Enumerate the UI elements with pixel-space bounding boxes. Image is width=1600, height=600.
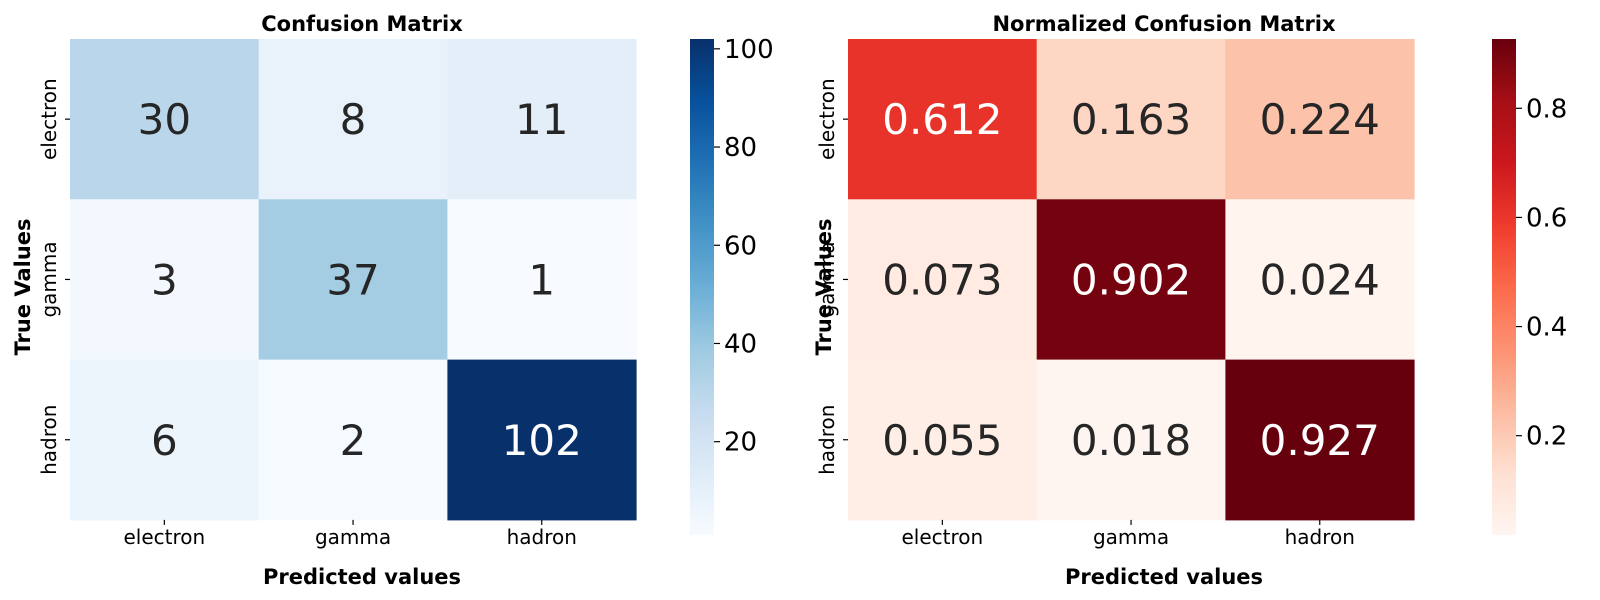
confusion-matrix-panel: Confusion Matrix 30 8 11 3 37 1 6 2 102 electron… bbox=[11, 12, 774, 589]
cell-value-label: 0.224 bbox=[1260, 95, 1380, 144]
y-axis: electron gamma hadron bbox=[37, 78, 70, 475]
colorbar-tick-label: 100 bbox=[724, 35, 774, 65]
y-tick-label: hadron bbox=[815, 405, 839, 475]
heatmap-cells: 30 8 11 3 37 1 6 2 102 bbox=[70, 39, 637, 521]
colorbar-tick-label: 0.6 bbox=[1526, 203, 1567, 233]
heatmap-cell bbox=[848, 359, 1038, 521]
x-tick-label: hadron bbox=[507, 525, 577, 549]
cell-value-label: 102 bbox=[502, 416, 582, 465]
heatmap-cell bbox=[447, 199, 637, 361]
cell-value-label: 11 bbox=[515, 95, 568, 144]
heatmap-cell bbox=[258, 359, 448, 521]
y-tick-label: electron bbox=[815, 78, 839, 160]
cell-value-label: 3 bbox=[151, 255, 178, 304]
heatmap-cell bbox=[848, 39, 1038, 200]
colorbar-tick-label: 0.4 bbox=[1526, 313, 1567, 343]
cell-value-label: 0.024 bbox=[1260, 255, 1380, 304]
cell-value-label: 0.902 bbox=[1071, 255, 1191, 304]
y-tick-label: gamma bbox=[37, 241, 61, 317]
cell-value-label: 6 bbox=[151, 416, 178, 465]
heatmap-cell bbox=[848, 199, 1038, 361]
y-tick-label: gamma bbox=[815, 241, 839, 317]
y-tick-label: electron bbox=[37, 78, 61, 160]
colorbar: 20 40 60 80 100 bbox=[690, 35, 774, 535]
heatmap-cell bbox=[258, 39, 448, 200]
heatmap-cell bbox=[1036, 39, 1226, 200]
colorbar-tick-label: 0.2 bbox=[1526, 422, 1567, 452]
x-axis: electron gamma hadron bbox=[901, 519, 1355, 549]
colorbar-ticks: 20 40 60 80 100 bbox=[714, 35, 774, 458]
colorbar-tick-label: 80 bbox=[724, 133, 757, 163]
colorbar-tick-label: 20 bbox=[724, 428, 757, 458]
cell-value-label: 8 bbox=[340, 95, 367, 144]
x-axis-label: Predicted values bbox=[1065, 565, 1263, 589]
cell-value-label: 0.055 bbox=[882, 416, 1002, 465]
normalized-confusion-matrix-panel: Normalized Confusion Matrix 0.612 0.163 0.… bbox=[812, 12, 1567, 589]
cell-value-label: 2 bbox=[340, 416, 367, 465]
chart-title: Confusion Matrix bbox=[261, 12, 463, 36]
colorbar-gradient bbox=[690, 39, 714, 535]
heatmap-cell bbox=[70, 39, 260, 200]
heatmap-cell bbox=[1225, 39, 1415, 200]
heatmap-cell bbox=[447, 359, 637, 521]
cell-value-label: 37 bbox=[326, 255, 379, 304]
cell-value-label: 0.927 bbox=[1260, 416, 1380, 465]
x-tick-label: gamma bbox=[1093, 525, 1169, 549]
colorbar-tick-label: 60 bbox=[724, 231, 757, 261]
x-tick-label: electron bbox=[901, 525, 983, 549]
cell-value-label: 0.612 bbox=[882, 95, 1002, 144]
heatmap-cell bbox=[258, 199, 448, 361]
colorbar: 0.2 0.4 0.6 0.8 bbox=[1492, 39, 1567, 535]
cell-value-label: 0.163 bbox=[1071, 95, 1191, 144]
colorbar-ticks: 0.2 0.4 0.6 0.8 bbox=[1516, 94, 1567, 452]
x-axis: electron gamma hadron bbox=[123, 519, 577, 549]
y-tick-label: hadron bbox=[37, 405, 61, 475]
heatmap-cell bbox=[1225, 359, 1415, 521]
y-axis-label: True Values bbox=[812, 218, 836, 355]
heatmap-cell bbox=[1036, 199, 1226, 361]
colorbar-tick-label: 40 bbox=[724, 329, 757, 359]
cell-value-label: 0.018 bbox=[1071, 416, 1191, 465]
x-axis-label: Predicted values bbox=[263, 565, 461, 589]
heatmap-cell bbox=[70, 359, 260, 521]
x-tick-label: gamma bbox=[315, 525, 391, 549]
x-tick-label: hadron bbox=[1285, 525, 1355, 549]
cell-value-label: 1 bbox=[528, 255, 555, 304]
y-axis: electron gamma hadron bbox=[815, 78, 848, 475]
y-axis-label: True Values bbox=[11, 218, 35, 355]
heatmap-cells: 0.612 0.163 0.224 0.073 0.902 0.024 0.055 0.018… bbox=[848, 39, 1415, 521]
colorbar-gradient bbox=[1492, 39, 1516, 535]
chart-title: Normalized Confusion Matrix bbox=[992, 12, 1336, 36]
cell-value-label: 30 bbox=[138, 95, 191, 144]
heatmap-cell bbox=[1225, 199, 1415, 361]
heatmap-cell bbox=[70, 199, 260, 361]
cell-value-label: 0.073 bbox=[882, 255, 1002, 304]
colorbar-tick-label: 0.8 bbox=[1526, 94, 1567, 124]
x-tick-label: electron bbox=[123, 525, 205, 549]
heatmap-cell bbox=[1036, 359, 1226, 521]
heatmap-cell bbox=[447, 39, 637, 200]
